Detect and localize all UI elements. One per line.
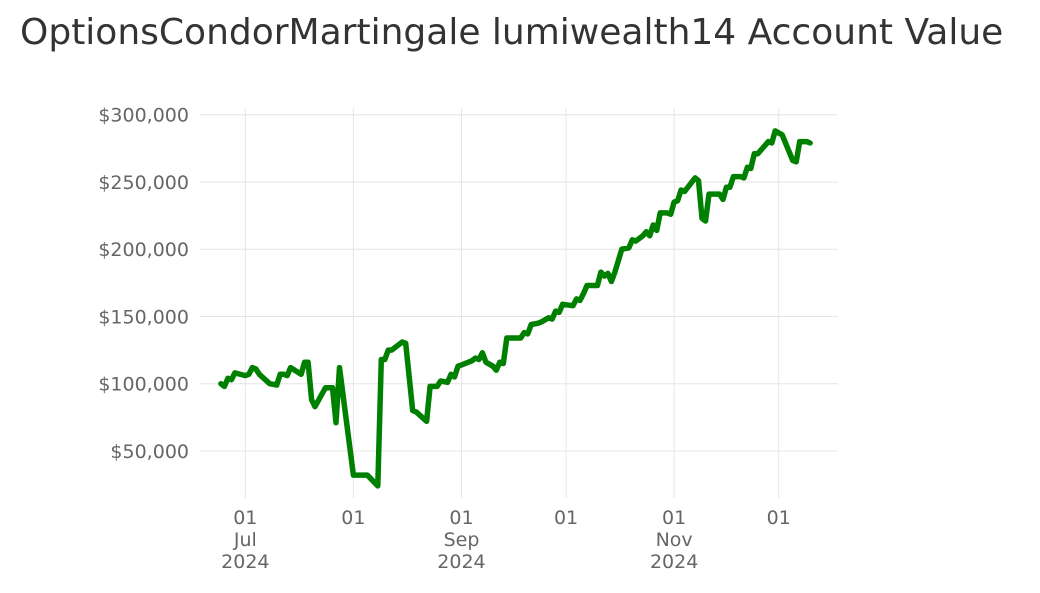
x-axis-tick-labels: 01 Jul 2024 01 01 Sep 2024 01 01 Nov 2024 01: [221, 507, 791, 573]
x-tick-label: 01: [341, 507, 365, 529]
y-tick-label: $250,000: [98, 172, 189, 194]
chart-title: OptionsCondorMartingale lumiwealth14 Acc…: [20, 12, 1004, 53]
x-tick-label: 01 Sep 2024: [437, 507, 485, 573]
y-tick-label: $200,000: [98, 239, 189, 261]
y-tick-label: $100,000: [98, 374, 189, 396]
x-tick-label: 01: [554, 507, 578, 529]
x-tick-label: 01 Jul 2024: [221, 507, 269, 573]
x-gridlines: [244, 108, 780, 498]
x-tick-label: 01 Nov 2024: [650, 507, 698, 573]
x-tick-label: 01: [767, 507, 791, 529]
y-gridlines: [200, 114, 838, 452]
y-tick-label: $50,000: [110, 441, 189, 463]
series-lines: [218, 128, 813, 489]
y-tick-label: $150,000: [98, 306, 189, 328]
y-tick-label: $300,000: [98, 105, 189, 127]
account-value-line: [218, 128, 813, 489]
y-axis-tick-labels: $50,000 $100,000 $150,000 $200,000 $250,000 $…: [98, 105, 189, 463]
